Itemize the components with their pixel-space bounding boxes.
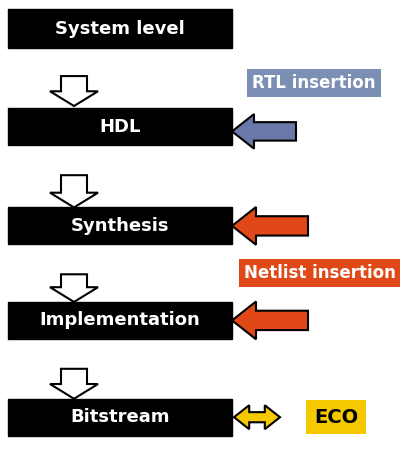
Text: HDL: HDL [99,118,141,136]
Polygon shape [232,207,308,245]
FancyBboxPatch shape [8,9,232,48]
Text: System level: System level [55,20,185,38]
Polygon shape [50,76,98,106]
Polygon shape [50,369,98,399]
FancyBboxPatch shape [8,399,232,436]
Text: Netlist insertion: Netlist insertion [244,264,396,282]
Polygon shape [232,114,296,148]
Polygon shape [234,405,280,429]
Text: ECO: ECO [314,408,358,427]
Polygon shape [50,274,98,302]
FancyBboxPatch shape [8,302,232,339]
Polygon shape [50,175,98,207]
FancyBboxPatch shape [8,108,232,145]
Text: Synthesis: Synthesis [71,217,169,235]
Polygon shape [232,301,308,339]
Text: Bitstream: Bitstream [70,408,170,426]
Text: RTL insertion: RTL insertion [252,74,376,92]
Text: Implementation: Implementation [40,311,200,330]
FancyBboxPatch shape [8,207,232,244]
